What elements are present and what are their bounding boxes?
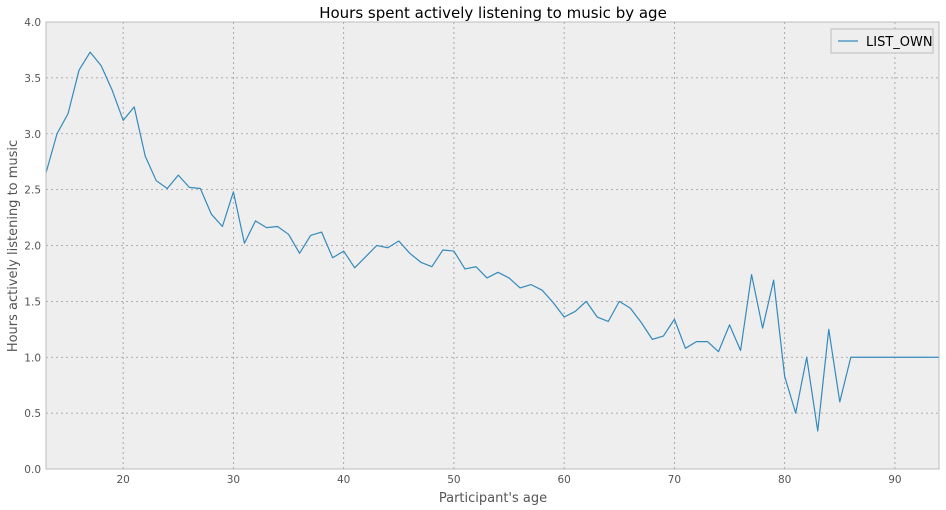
x-tick-label: 80 — [778, 474, 791, 486]
x-tick-label: 30 — [227, 474, 240, 486]
y-tick-label: 1.5 — [24, 296, 41, 308]
series-lines — [45, 51, 939, 432]
x-tick-label: 50 — [447, 474, 460, 486]
x-tick-label: 40 — [337, 474, 350, 486]
y-tick-label: 0.5 — [24, 408, 41, 420]
x-axis-ticks: 20 30 40 50 60 70 80 90 — [116, 474, 901, 486]
x-axis-label: Participant's age — [439, 491, 547, 506]
series-line-list-own — [45, 51, 939, 432]
y-tick-label: 4.0 — [24, 17, 41, 29]
chart-title: Hours spent actively listening to music … — [319, 4, 667, 22]
y-axis-ticks: 0.0 0.5 1.0 1.5 2.0 2.5 3.0 3.5 4.0 — [24, 17, 41, 476]
y-tick-label: 0.0 — [24, 464, 41, 476]
x-tick-label: 70 — [668, 474, 681, 486]
y-tick-label: 2.5 — [24, 185, 41, 197]
x-tick-label: 90 — [888, 474, 901, 486]
y-axis-label: Hours actively listening to music — [6, 140, 21, 352]
x-tick-label: 20 — [116, 474, 129, 486]
legend-label-list-own: LIST_OWN — [866, 35, 933, 50]
x-tick-label: 60 — [557, 474, 570, 486]
y-tick-label: 1.0 — [24, 352, 41, 364]
y-tick-label: 2.0 — [24, 241, 41, 253]
plot-frame — [45, 21, 940, 470]
y-tick-label: 3.0 — [24, 129, 41, 141]
y-tick-label: 3.5 — [24, 73, 41, 85]
legend: LIST_OWN — [830, 28, 934, 54]
